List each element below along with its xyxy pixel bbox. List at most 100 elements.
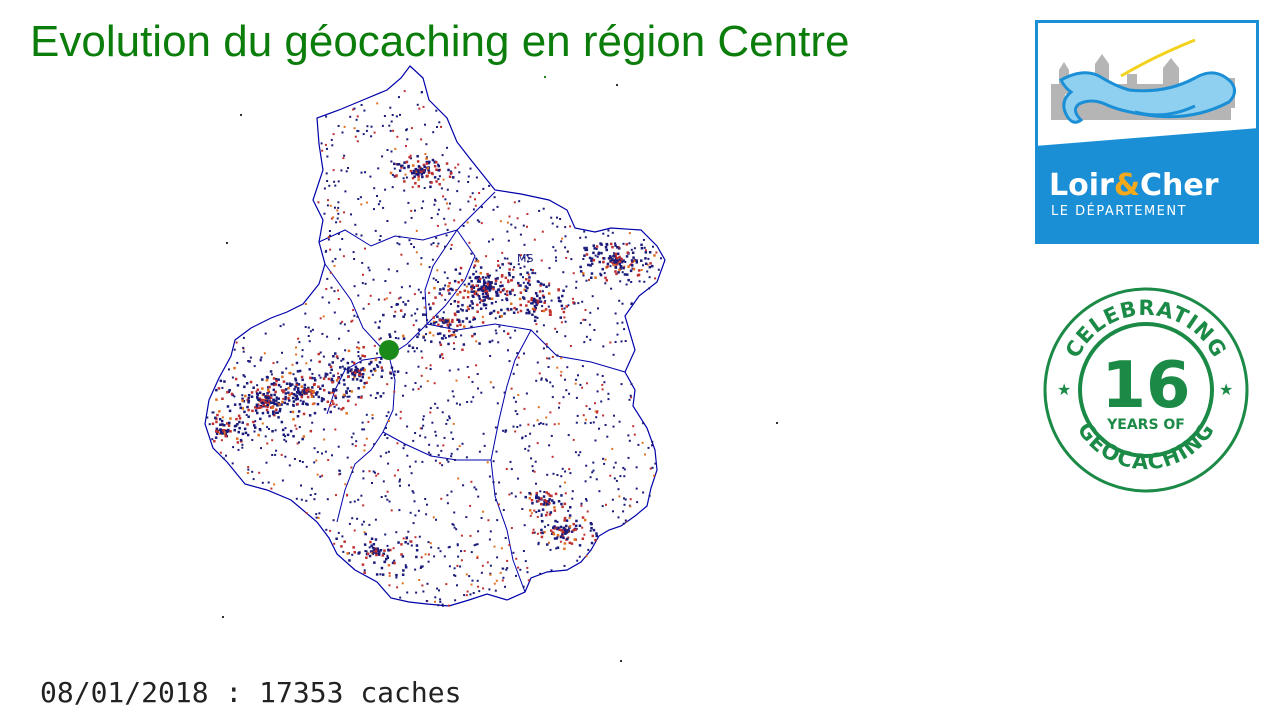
cache-point [450, 171, 453, 175]
cache-point [330, 138, 333, 141]
cache-point [475, 340, 478, 343]
cache-point [560, 494, 563, 497]
footer-count: 17353 [259, 676, 344, 709]
cache-point [637, 273, 641, 277]
cache-point [494, 426, 497, 429]
cache-point [220, 439, 223, 442]
cache-point [321, 452, 323, 455]
cache-point [267, 386, 270, 389]
cache-point [400, 164, 403, 168]
cache-point [238, 426, 241, 430]
cache-point [564, 226, 567, 229]
cache-point [632, 259, 636, 262]
cache-point [332, 169, 335, 172]
cache-point [310, 395, 314, 398]
cache-point [439, 462, 441, 465]
cache-point [294, 398, 298, 401]
cache-point [594, 276, 597, 279]
cache-point [414, 182, 417, 185]
cache-point [554, 327, 557, 330]
cache-point [433, 555, 436, 558]
cache-point [467, 307, 470, 311]
cache-point [478, 342, 481, 345]
city-label: MS [517, 252, 533, 265]
cache-point [554, 519, 557, 523]
cache-point [495, 290, 498, 294]
cache-point [576, 414, 579, 417]
cache-point [292, 373, 295, 376]
cache-point [416, 155, 419, 158]
cache-point [315, 516, 318, 519]
cache-point [393, 167, 396, 170]
cache-point [430, 181, 433, 184]
cache-point [435, 161, 438, 164]
cache-point [316, 451, 319, 454]
cache-point [355, 118, 358, 121]
cache-point [482, 510, 485, 513]
cache-point [623, 468, 626, 471]
cache-point [541, 531, 544, 535]
cache-point [450, 334, 453, 337]
cache-point [337, 531, 340, 534]
cache-point [517, 284, 521, 287]
cache-point [259, 358, 262, 361]
cache-point [314, 379, 317, 382]
cache-point [487, 276, 490, 279]
cache-point [388, 124, 391, 127]
cache-point [613, 252, 616, 255]
cache-point [590, 257, 594, 260]
cache-point [363, 531, 366, 534]
cache-point [506, 567, 509, 570]
cache-point [415, 591, 418, 594]
cache-point [334, 257, 337, 260]
cache-point [644, 453, 646, 456]
cache-point [529, 509, 532, 512]
cache-point [354, 371, 357, 374]
cache-point [508, 215, 511, 218]
cache-point [268, 428, 270, 430]
cache-point [618, 255, 621, 259]
cache-point [564, 235, 567, 238]
cache-point [462, 343, 466, 346]
cache-point [274, 377, 278, 381]
cache-point [265, 375, 269, 379]
cache-point [472, 266, 475, 269]
cache-point [557, 299, 561, 302]
cache-point [377, 298, 380, 301]
cache-point [511, 288, 514, 292]
cache-point [339, 366, 342, 369]
cache-point [350, 466, 353, 469]
cache-point [363, 543, 367, 546]
cache-point [386, 554, 389, 557]
cache-point [525, 278, 528, 281]
cache-point [369, 394, 372, 397]
cache-point [232, 446, 235, 449]
cache-point [474, 260, 477, 263]
cache-point [440, 187, 443, 190]
cache-point [584, 248, 587, 252]
cache-point [260, 356, 263, 359]
cache-point [451, 318, 454, 322]
cache-point [492, 309, 496, 313]
cache-point [334, 428, 337, 431]
cache-point [438, 183, 441, 186]
cache-point [468, 276, 472, 279]
cache-point [357, 130, 360, 133]
cache-point [325, 373, 329, 376]
cache-point [440, 294, 443, 297]
cache-point [270, 382, 274, 386]
cache-point [532, 469, 534, 472]
cache-point [447, 168, 450, 172]
cache-point [294, 385, 297, 389]
cache-point [475, 543, 477, 546]
cache-point [504, 293, 507, 296]
cache-point [643, 280, 646, 283]
cache-point [384, 280, 387, 282]
cache-point [643, 246, 646, 249]
cache-point [549, 310, 552, 314]
cache-point [266, 389, 270, 392]
cache-point [257, 433, 260, 437]
cache-point [316, 402, 320, 406]
cache-point [490, 311, 493, 315]
cache-point [595, 478, 598, 481]
